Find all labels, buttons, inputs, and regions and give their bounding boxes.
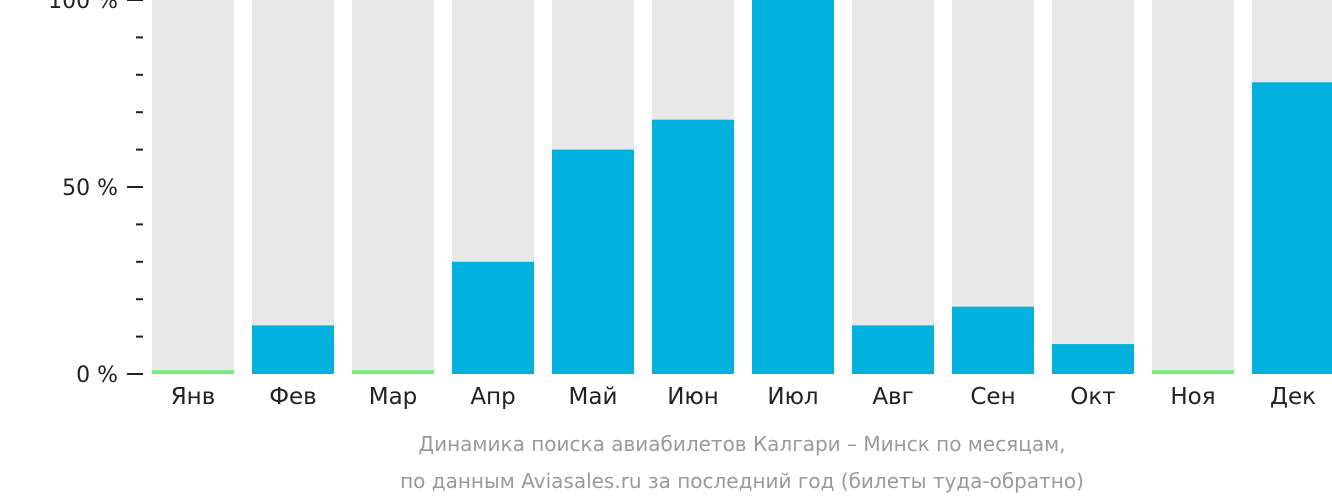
y-tick-label: 100 %	[48, 0, 118, 14]
bar-11	[1152, 370, 1234, 374]
bar-6	[652, 119, 734, 375]
x-tick-label: Май	[569, 384, 618, 410]
x-tick-label: Ноя	[1170, 384, 1215, 410]
x-tick-label: Фев	[269, 384, 317, 410]
bar-12	[1252, 82, 1332, 374]
x-tick-label: Окт	[1070, 384, 1115, 410]
x-axis-labels: Янв Фев Мар Апр Май Июн Июл Авг Сен Окт Ноя Дек	[171, 384, 1316, 410]
x-tick-label: Июн	[667, 384, 719, 410]
bar-5	[552, 149, 634, 374]
bar-7	[752, 0, 834, 374]
caption-line-1: Динамика поиска авиабилетов Калгари – Ми…	[418, 432, 1065, 456]
y-tick-label: 50 %	[62, 176, 118, 201]
bar-9	[952, 306, 1034, 374]
x-tick-label: Сен	[970, 384, 1015, 410]
bar-2	[252, 325, 334, 374]
bar-3	[352, 370, 434, 374]
x-tick-label: Июл	[767, 384, 818, 410]
y-tick-label: 0 %	[76, 363, 118, 388]
x-tick-label: Янв	[171, 384, 216, 410]
background-bar	[1152, 0, 1234, 374]
background-bar	[252, 0, 334, 374]
x-tick-label: Мар	[369, 384, 418, 410]
chart-caption: Динамика поиска авиабилетов Калгари – Ми…	[400, 432, 1084, 493]
background-bar	[852, 0, 934, 374]
background-bar	[1052, 0, 1134, 374]
bar-4	[452, 261, 534, 374]
x-tick-label: Авг	[872, 384, 913, 410]
background-bar	[152, 0, 234, 374]
data-bars	[152, 0, 1332, 375]
background-bars	[152, 0, 1332, 374]
bar-10	[1052, 344, 1134, 374]
bar-8	[852, 325, 934, 374]
y-axis: 0 % 50 % 100 %	[48, 0, 143, 388]
bar-1	[152, 370, 234, 374]
x-tick-label: Апр	[470, 384, 515, 410]
background-bar	[352, 0, 434, 374]
caption-line-2: по данным Aviasales.ru за последний год …	[400, 469, 1084, 493]
x-tick-label: Дек	[1270, 384, 1316, 410]
